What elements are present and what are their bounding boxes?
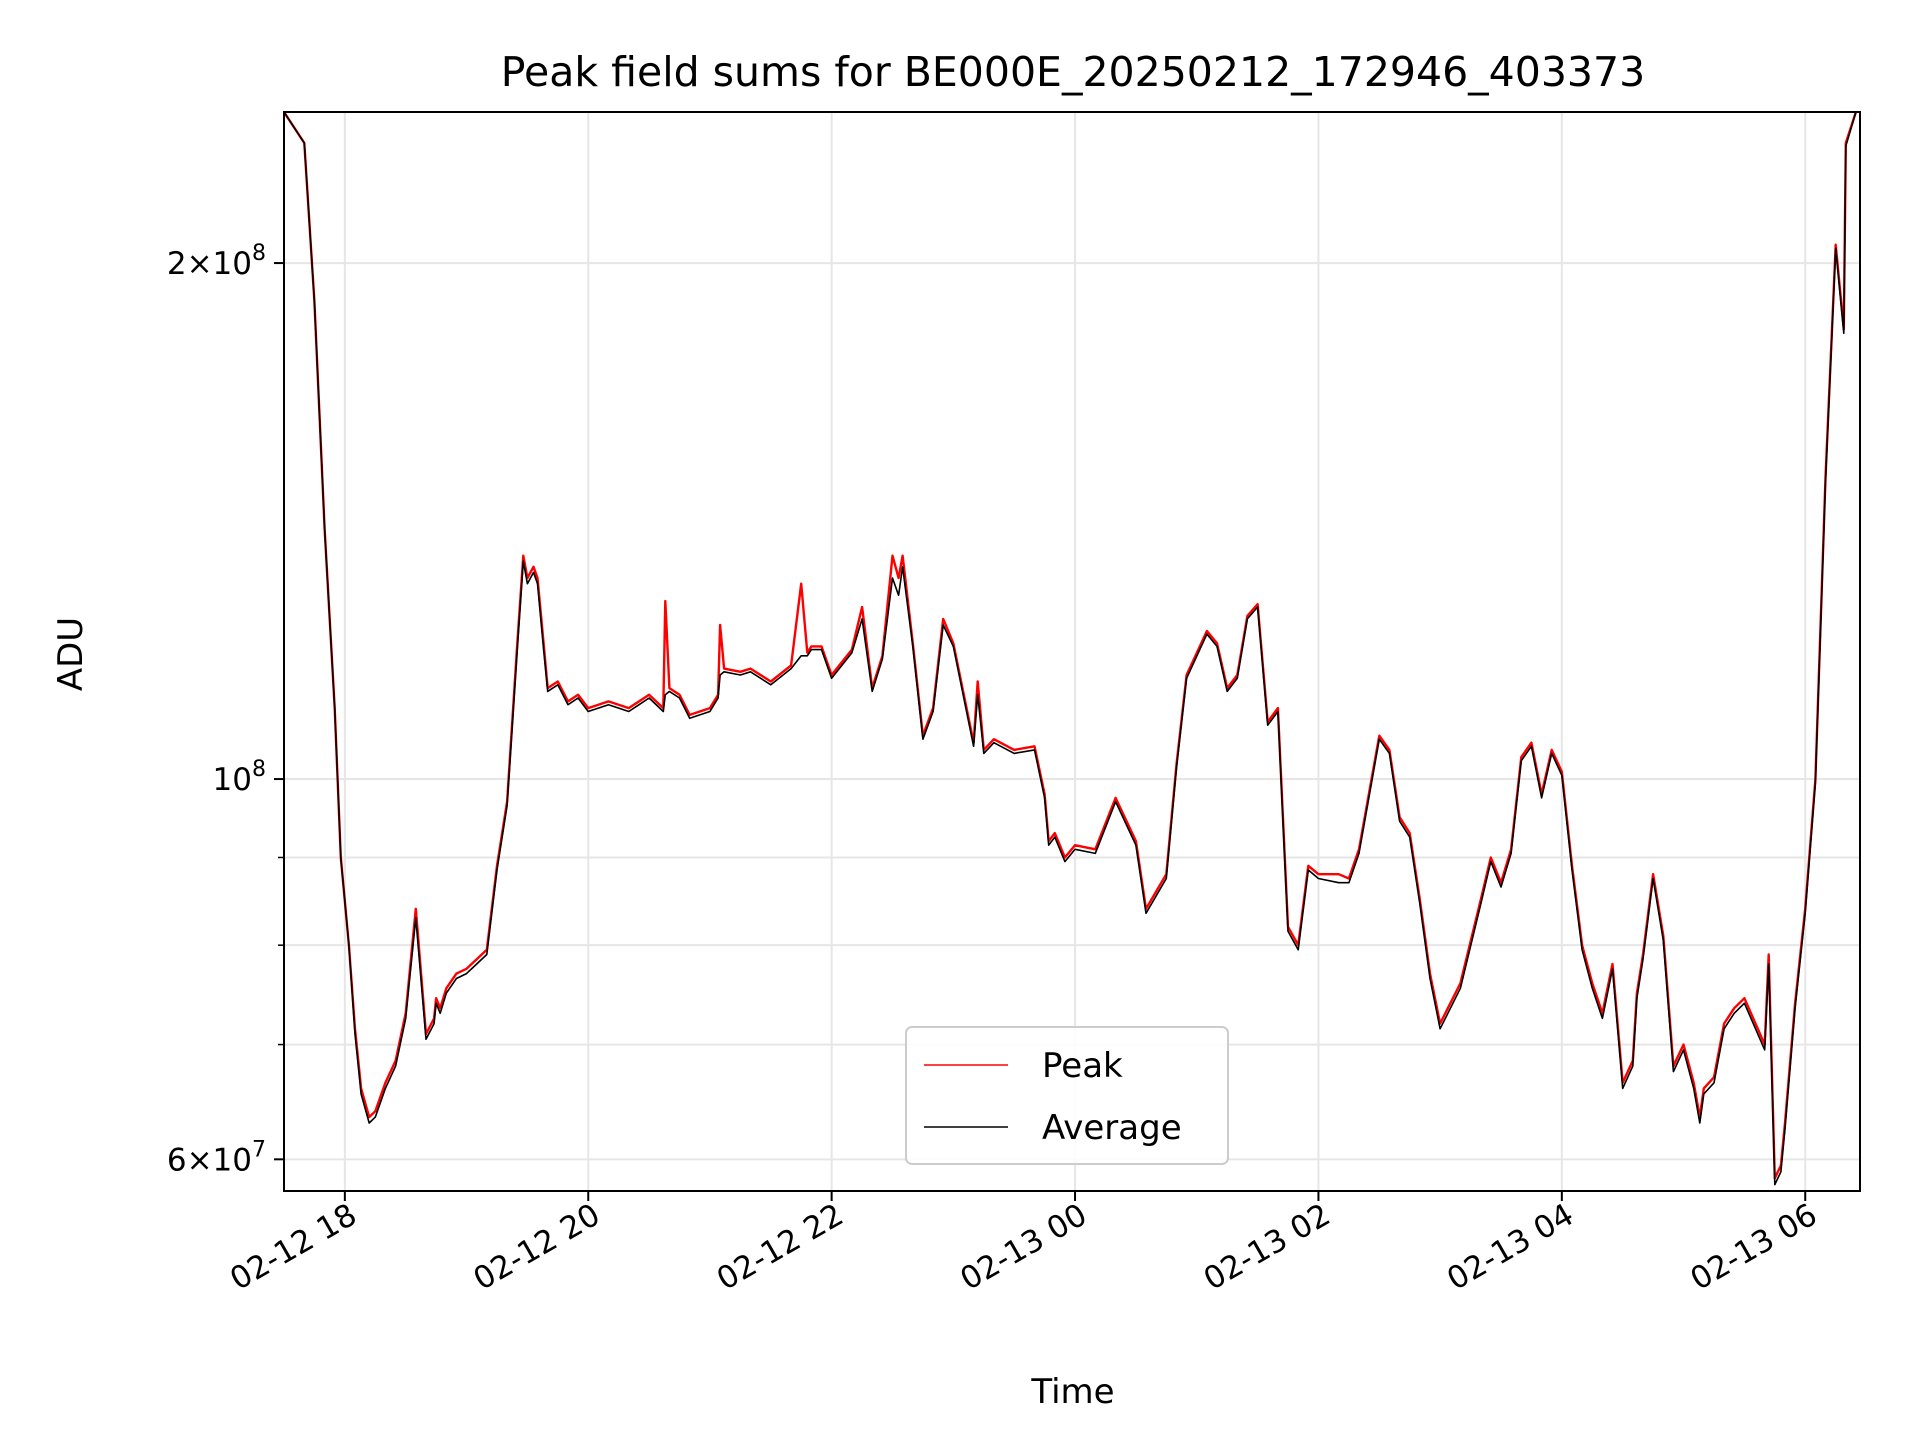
x-axis-title: Time: [1030, 1372, 1114, 1412]
y-axis-title: ADU: [51, 617, 91, 691]
legend-box: [905, 1026, 1229, 1165]
legend-label-average: Average: [1042, 1108, 1182, 1148]
series-line-average: [284, 112, 1857, 1186]
series-layer: [284, 112, 1858, 1186]
grid-layer: [284, 112, 1860, 1191]
y-tick-label: 108: [213, 757, 266, 798]
legend-label-peak: Peak: [1042, 1046, 1123, 1086]
legend: Peak Average: [905, 1026, 1229, 1165]
plot-area-frame: [283, 111, 1861, 1192]
y-tick-label: 6×107: [167, 1137, 266, 1178]
y-tick-label: 2×108: [167, 241, 266, 282]
chart-title: Peak field sums for BE000E_20250212_1729…: [501, 48, 1645, 96]
